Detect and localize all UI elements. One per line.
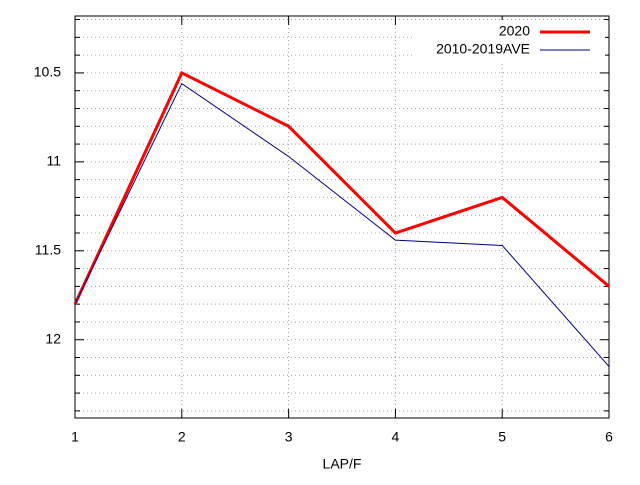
y-tick-label: 11.5 <box>35 241 61 257</box>
y-tick-label: 12 <box>45 330 61 346</box>
line-series <box>74 82 610 367</box>
x-tick-label: 2 <box>178 429 186 445</box>
line-series <box>73 70 610 305</box>
y-tick-label: 11 <box>46 153 61 169</box>
x-tick-label: 3 <box>285 429 293 445</box>
x-tick-label: 4 <box>392 429 400 445</box>
legend-label: 2010-2019AVE <box>436 41 530 57</box>
x-tick-label: 5 <box>498 429 506 445</box>
legend-label: 2020 <box>499 23 530 39</box>
legend-box <box>415 20 605 64</box>
x-tick-label: 6 <box>605 429 613 445</box>
x-axis-label: LAP/F <box>323 456 362 472</box>
y-tick-label: 10.5 <box>34 64 61 80</box>
x-tick-label: 1 <box>71 429 79 445</box>
plot-border <box>74 15 610 419</box>
